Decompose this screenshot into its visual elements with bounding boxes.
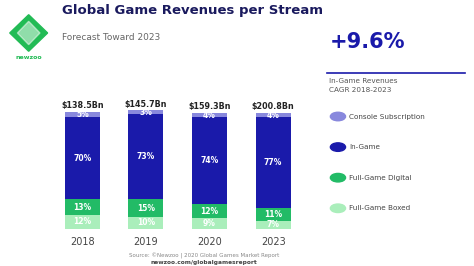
Text: 70%: 70% — [73, 154, 91, 163]
Text: 7%: 7% — [267, 220, 280, 229]
Text: Global Game Revenues per Stream: Global Game Revenues per Stream — [62, 4, 323, 17]
Bar — [192, 117, 227, 204]
Text: 15%: 15% — [137, 204, 155, 213]
Text: Forecast Toward 2023: Forecast Toward 2023 — [62, 33, 160, 42]
Polygon shape — [10, 15, 47, 51]
Bar — [192, 204, 227, 218]
Text: 73%: 73% — [137, 152, 155, 161]
Bar — [192, 113, 227, 117]
Bar — [128, 110, 164, 114]
Text: In-Game: In-Game — [349, 144, 380, 150]
Bar — [255, 221, 291, 229]
Text: 2019: 2019 — [134, 237, 158, 247]
Bar — [255, 117, 291, 208]
Text: 5%: 5% — [76, 110, 89, 119]
Bar — [128, 114, 164, 200]
Text: 9%: 9% — [203, 219, 216, 228]
Polygon shape — [18, 21, 40, 45]
Bar — [65, 117, 100, 200]
Text: newzoo.com/globalgamesreport: newzoo.com/globalgamesreport — [150, 260, 257, 265]
Text: In-Game Revenues
CAGR 2018-2023: In-Game Revenues CAGR 2018-2023 — [329, 78, 398, 93]
Text: $200.8Bn: $200.8Bn — [252, 102, 294, 111]
Bar — [65, 200, 100, 215]
Text: 74%: 74% — [201, 156, 219, 165]
Text: 12%: 12% — [73, 217, 91, 226]
Text: 3%: 3% — [139, 108, 153, 117]
Text: $138.5Bn: $138.5Bn — [61, 101, 104, 110]
Bar — [128, 217, 164, 229]
Text: 2020: 2020 — [197, 237, 222, 247]
Text: newzoo: newzoo — [15, 55, 42, 60]
Text: 2023: 2023 — [261, 237, 285, 247]
Bar — [65, 215, 100, 229]
Text: 4%: 4% — [267, 111, 280, 119]
Bar — [255, 113, 291, 117]
Text: 10%: 10% — [137, 218, 155, 227]
Text: Full-Game Digital: Full-Game Digital — [349, 175, 412, 181]
Bar — [65, 111, 100, 117]
Text: Console Subscription: Console Subscription — [349, 114, 425, 119]
Text: $159.3Bn: $159.3Bn — [188, 102, 231, 111]
Text: 13%: 13% — [73, 203, 91, 211]
Text: $145.7Bn: $145.7Bn — [125, 99, 167, 109]
Bar — [255, 208, 291, 221]
Text: 77%: 77% — [264, 158, 283, 167]
Text: +9.6%: +9.6% — [329, 32, 405, 52]
Bar — [192, 218, 227, 229]
Text: 12%: 12% — [201, 207, 219, 216]
Text: Source: ©Newzoo | 2020 Global Games Market Report: Source: ©Newzoo | 2020 Global Games Mark… — [129, 253, 279, 259]
Text: 11%: 11% — [264, 210, 282, 219]
Text: Full-Game Boxed: Full-Game Boxed — [349, 205, 410, 211]
Bar — [128, 200, 164, 217]
Text: 4%: 4% — [203, 111, 216, 119]
Text: 2018: 2018 — [70, 237, 95, 247]
